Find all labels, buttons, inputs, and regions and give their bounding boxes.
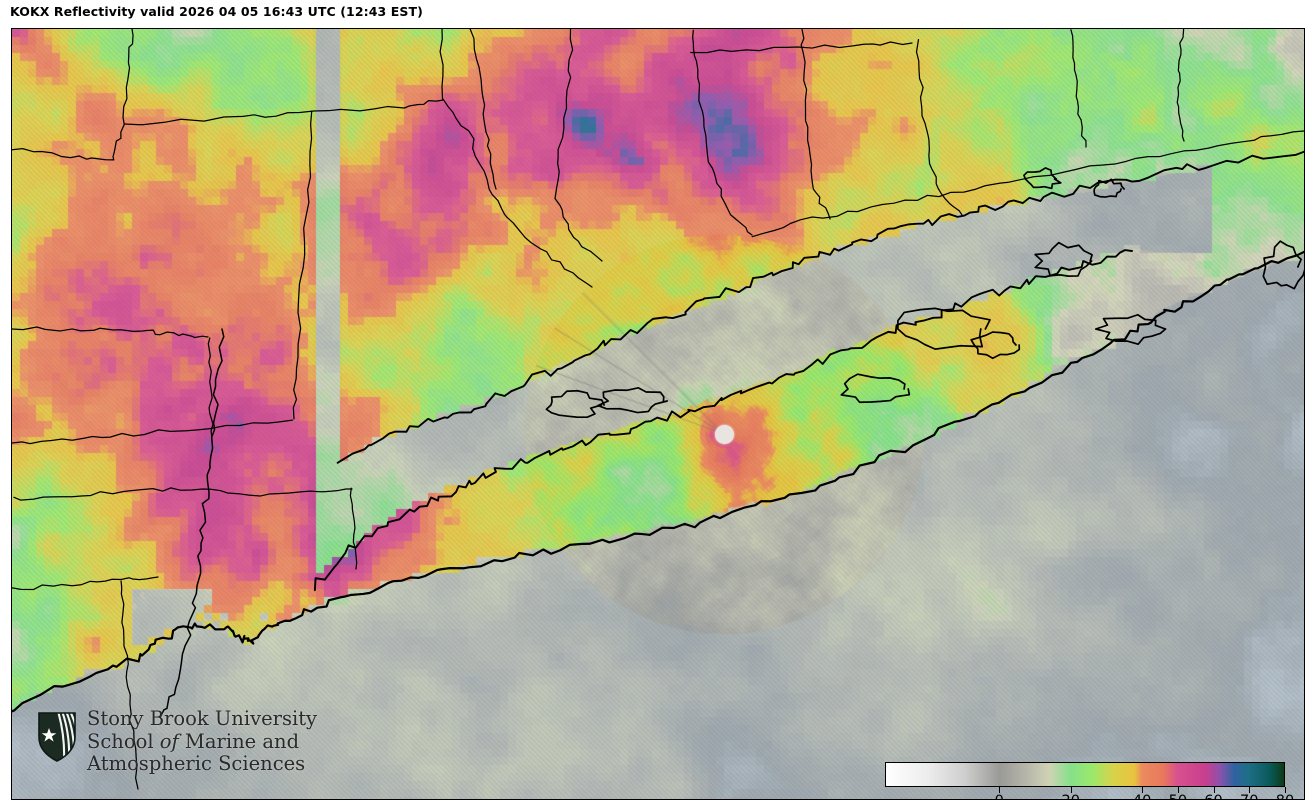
map-boundary-line: [1262, 240, 1304, 290]
map-boundary-line: [336, 150, 1304, 464]
map-boundary-line: [897, 307, 991, 350]
map-boundary-line: [800, 29, 831, 220]
colorbar-tick-label-40: 40: [1133, 793, 1151, 799]
map-boundary-line: [469, 29, 497, 190]
map-boundary-line: [12, 29, 134, 161]
colorbar-gradient: [885, 762, 1285, 787]
colorbar-tick: [1142, 787, 1144, 793]
map-boundary-line: [1023, 167, 1062, 190]
map-boundary-line: [1034, 241, 1093, 277]
colorbar-tick-label-0: 0: [995, 793, 1004, 799]
map-boundary-line: [545, 389, 605, 419]
stony-brook-logo: Stony Brook University School of Marine …: [36, 707, 318, 776]
colorbar-tick: [1285, 787, 1286, 793]
map-boundary-line: [690, 41, 913, 54]
map-boundary-line: [1176, 29, 1185, 142]
logo-line-2-italic: of: [159, 729, 179, 753]
map-boundary-line: [12, 419, 294, 445]
radar-reflectivity-canvas: [12, 29, 1304, 799]
map-boundary-line: [597, 386, 669, 414]
map-boundary-line: [292, 110, 313, 420]
map-boundary-line: [970, 331, 1021, 360]
reflectivity-colorbar: 0 20 40 50 60 70 80: [874, 760, 1294, 799]
map-boundary-line: [349, 487, 358, 570]
map-boundary-line: [12, 250, 1304, 713]
colorbar-tick-label-20: 20: [1061, 793, 1079, 799]
colorbar-tick: [1070, 787, 1072, 793]
colorbar-tick-label-60: 60: [1204, 793, 1222, 799]
logo-line-3: Atmospheric Sciences: [87, 752, 306, 775]
logo-line-2-b: Marine and: [178, 729, 300, 753]
map-boundary-line: [554, 29, 603, 262]
colorbar-tick-label-50: 50: [1169, 793, 1187, 799]
logo-text-block: Stony Brook University School of Marine …: [87, 707, 318, 776]
title-bar: KOKX Reflectivity valid 2026 04 05 16:43…: [0, 0, 1316, 27]
colorbar-tick-labels: 0 20 40 50 60 70 80: [874, 787, 1294, 799]
logo-line-1: Stony Brook University: [87, 707, 318, 730]
logo-line-2: School of Marine and: [87, 729, 317, 754]
map-boundaries-overlay: [12, 29, 1304, 790]
map-boundary-line: [13, 487, 249, 501]
map-boundary-line: [120, 580, 139, 790]
map-boundary-line: [313, 249, 1133, 592]
colorbar-tick: [1177, 787, 1179, 793]
map-boundary-line: [751, 130, 1304, 238]
map-boundary-line: [12, 576, 159, 591]
colorbar-tick-label-80: 80: [1276, 793, 1294, 799]
colorbar-tick-label-70: 70: [1240, 793, 1258, 799]
map-boundary-line: [442, 98, 593, 288]
map-boundary-line: [1094, 313, 1167, 346]
map-boundary-line: [12, 326, 209, 339]
radar-map-frame: Stony Brook University School of Marine …: [11, 28, 1305, 800]
colorbar-tick: [1213, 787, 1215, 793]
shield-star-icon: [38, 712, 76, 762]
map-boundary-line: [1093, 178, 1125, 198]
map-boundary-line: [124, 29, 444, 126]
colorbar-tick: [999, 787, 1001, 793]
map-boundary-line: [207, 337, 214, 440]
page-title: KOKX Reflectivity valid 2026 04 05 16:43…: [10, 4, 423, 19]
map-boundary-line: [247, 488, 353, 497]
map-boundary-line: [915, 39, 963, 216]
map-boundary-line: [1070, 29, 1087, 148]
colorbar-tick: [1249, 787, 1251, 793]
map-boundary-line: [692, 29, 753, 236]
map-boundary-line: [159, 328, 225, 718]
map-boundary-line: [840, 373, 911, 404]
logo-line-2-a: School: [87, 729, 160, 753]
